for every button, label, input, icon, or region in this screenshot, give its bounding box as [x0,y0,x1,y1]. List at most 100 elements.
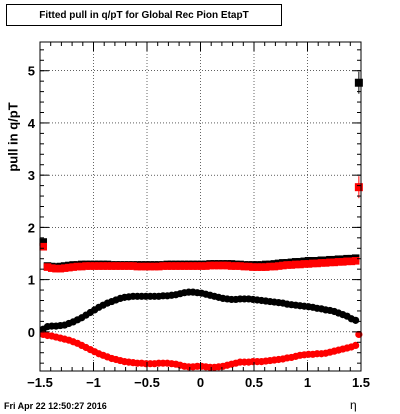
data-point [120,262,129,270]
data-point [52,264,60,273]
series-2 [39,71,363,271]
data-point [287,261,296,269]
data-point [39,242,48,251]
data-point [270,262,279,271]
data-point [227,262,236,270]
y-tick-label: 2 [28,220,35,235]
data-point [249,263,257,271]
y-tick-label: 5 [28,64,35,79]
data-point [214,261,223,270]
data-point [347,257,356,266]
x-tick-label: −1 [86,375,101,390]
data-point [266,262,274,271]
data-point [296,260,304,269]
data-point [133,262,142,271]
data-point [39,238,48,246]
data-point [142,262,150,271]
data-point [202,262,210,270]
data-point [317,259,326,267]
data-point [210,261,219,270]
data-point [73,262,82,271]
data-point [240,262,249,271]
data-point [129,262,137,270]
data-point [352,316,360,324]
data-point [125,262,133,270]
data-point [163,262,172,270]
data-point [197,262,206,270]
data-point [351,257,360,265]
data-point [184,262,193,270]
x-tick-label: 0 [197,375,204,390]
y-axis-title: pull in q/pT [6,102,21,171]
data-point [65,263,73,272]
x-axis-title: η [350,398,357,412]
x-tick-label: −0.5 [134,375,160,390]
tick-labels: −1.5 −1 −0.5 0 0.5 1 1.5 0 1 2 3 4 5 [27,64,370,390]
y-tick-label: 0 [28,325,35,340]
data-point [95,262,103,270]
x-tick-label: −1.5 [27,375,53,390]
data-point [90,262,99,270]
data-point [172,262,180,270]
data-point [261,263,270,271]
axis-ticks [39,42,362,371]
data-point [279,261,287,270]
data-point [107,262,116,270]
data-point [112,262,120,270]
data-point [309,259,317,268]
data-point [354,183,363,192]
data-point [56,264,65,273]
data-point [99,262,107,270]
data-point [334,258,343,266]
data-point [159,262,167,270]
y-axis-title-text: pull in q/pT [5,102,21,172]
data-point [313,259,321,268]
grid-lines [40,42,361,371]
data-point [343,257,351,266]
data-point [154,262,163,271]
y-tick-label: 1 [28,273,35,288]
data-point [291,260,300,269]
data-point [86,262,95,270]
data-point [189,262,197,270]
y-tick-label: 3 [28,168,35,183]
x-tick-label: 1 [304,375,311,390]
timestamp-footer: Fri Apr 22 12:50:27 2016 [4,401,107,411]
data-point [304,260,313,268]
data-point [206,261,214,270]
data-point [167,262,176,270]
data-point [274,262,283,270]
data-point [326,258,334,267]
data-point [116,262,125,270]
data-point [69,263,77,271]
series-4 [39,176,363,273]
x-tick-label: 1.5 [352,375,370,390]
data-point [60,264,69,272]
y-tick-label: 4 [28,116,36,131]
data-point [193,262,202,270]
data-point [103,262,112,270]
data-point [137,262,146,271]
data-point [219,261,227,270]
data-point [257,263,266,271]
data-points [39,71,363,371]
data-point [330,258,339,267]
data-point [352,341,360,350]
data-point [150,262,159,271]
data-point [43,263,52,271]
x-tick-label: 0.5 [245,375,263,390]
series-3 [39,330,363,371]
data-point [146,262,155,271]
data-point [244,262,253,271]
data-point [354,78,363,87]
chart-title: Fitted pull in q/pT for Global Rec Pion … [6,4,282,26]
data-point [253,263,262,271]
data-point [283,261,291,269]
data-point [47,264,56,272]
data-point [223,261,232,270]
data-point [300,260,309,268]
data-point [236,262,244,270]
series-1 [39,288,360,333]
data-point [176,262,184,270]
